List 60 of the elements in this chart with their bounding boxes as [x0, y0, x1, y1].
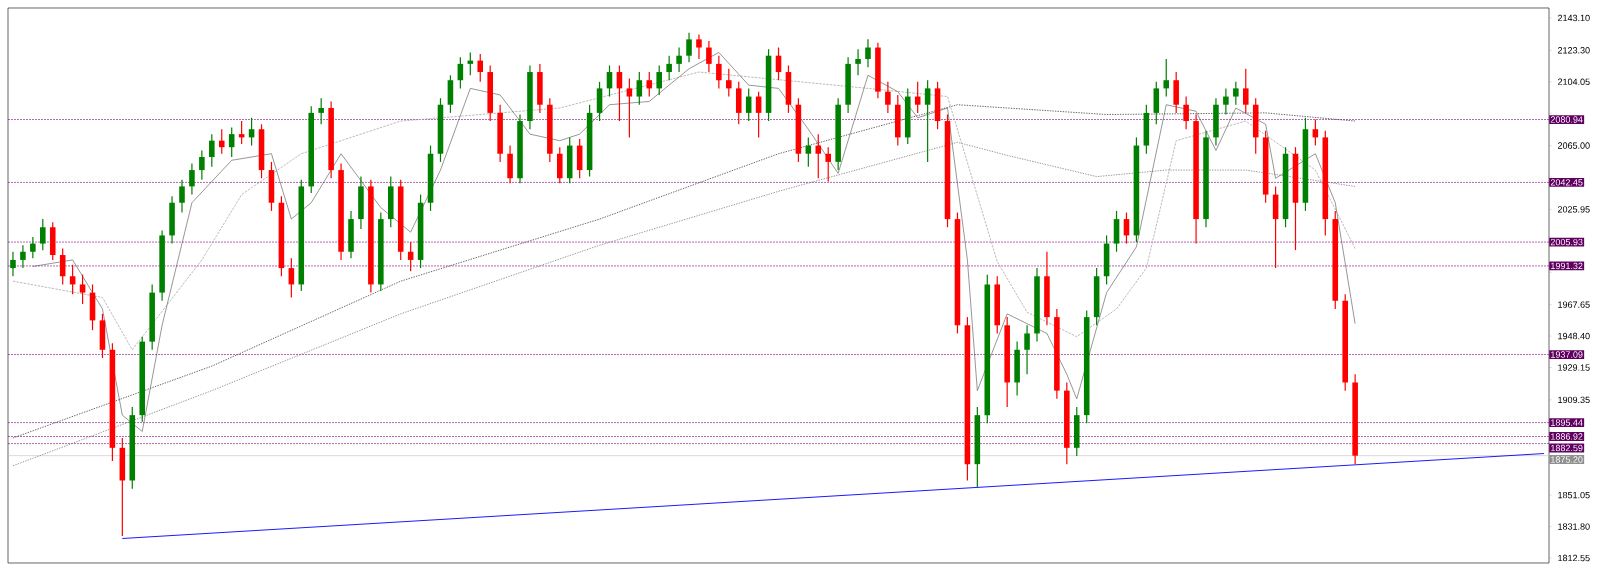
- candlestick: [924, 79, 931, 163]
- candlestick: [726, 68, 732, 98]
- y-tick-label: 2025.95: [1557, 206, 1590, 213]
- y-tick-label: 1948.40: [1558, 332, 1590, 340]
- candlestick: [676, 46, 682, 73]
- candlestick: [666, 55, 672, 81]
- line-series: [12, 104, 1356, 439]
- candlestick: [218, 128, 225, 155]
- y-tick-label: 2065.00: [1557, 142, 1590, 149]
- ref-line-label: 1886.92: [1551, 433, 1583, 440]
- candlestick: [656, 64, 662, 96]
- candlestick: [79, 274, 86, 305]
- ref-line-label: 1875.20: [1551, 456, 1583, 463]
- y-tick-label: 2143.10: [1557, 14, 1590, 22]
- y-tick-label: 2123.30: [1557, 47, 1590, 54]
- candlestick: [1024, 324, 1030, 375]
- ref-line-label: 2005.93: [1550, 238, 1583, 246]
- y-tick-label: 2104.05: [1557, 78, 1590, 85]
- candlestick: [855, 48, 861, 76]
- candlestick: [825, 146, 831, 183]
- candlestick: [1183, 95, 1189, 130]
- ref-line-label: 1991.32: [1551, 262, 1583, 270]
- candlestick: [885, 81, 891, 114]
- candlestick: [815, 133, 822, 179]
- y-tick-label: 1851.05: [1558, 491, 1590, 499]
- candlestick: [1223, 87, 1229, 116]
- y-tick-label: 1812.55: [1558, 554, 1590, 562]
- candlestick: [646, 71, 653, 98]
- candlestick: [189, 162, 195, 196]
- candlestick: [686, 32, 692, 63]
- candlestick: [199, 149, 205, 181]
- y-tick-label: 1929.15: [1558, 364, 1590, 371]
- y-tick-label: 1967.65: [1558, 301, 1590, 308]
- candlestick: [626, 77, 633, 138]
- ref-line-label: 2042.45: [1550, 179, 1583, 186]
- candlestick: [30, 236, 36, 259]
- ref-line-label: 2080.94: [1550, 116, 1583, 123]
- ref-line-label: 1937.09: [1551, 351, 1583, 358]
- candlestick: [1242, 68, 1249, 114]
- candlestick: [20, 244, 26, 269]
- candlestick: [1163, 58, 1170, 98]
- line-series: [32, 52, 1356, 432]
- candlestick: [636, 71, 643, 106]
- candlestick: [716, 55, 722, 89]
- ref-line-label: 1882.59: [1551, 444, 1583, 452]
- ref-line-label: 1895.44: [1551, 419, 1583, 426]
- candlestick: [477, 53, 484, 83]
- candlestick: [10, 251, 16, 277]
- candlestick: [706, 40, 712, 73]
- y-tick-label: 1909.35: [1558, 396, 1590, 404]
- candlestick: [40, 218, 46, 251]
- line-series: [12, 71, 1356, 351]
- line-series: [12, 141, 1356, 467]
- candlestick: [318, 97, 324, 125]
- candlestick: [1233, 81, 1239, 106]
- candlestick: [209, 133, 215, 168]
- candlestick: [865, 38, 871, 68]
- candlestick: [696, 33, 702, 60]
- candlestick: [179, 179, 185, 214]
- y-tick-label: 1831.80: [1558, 523, 1590, 530]
